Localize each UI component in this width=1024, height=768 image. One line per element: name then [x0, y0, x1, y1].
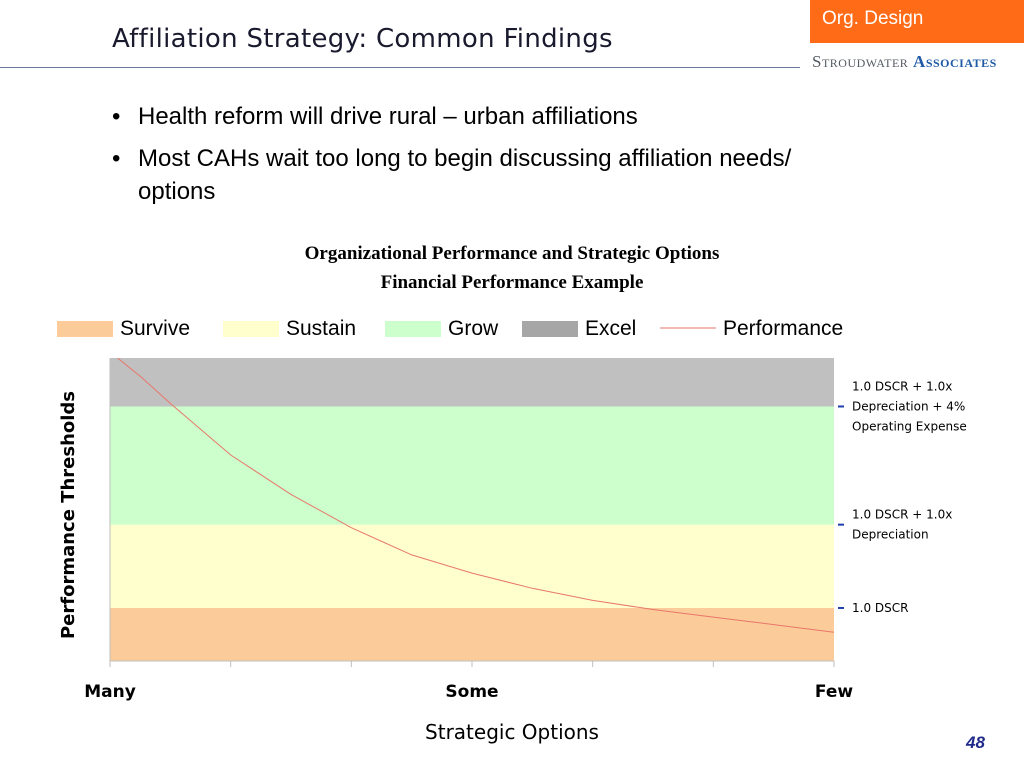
x-tick-label-few: Few	[815, 682, 853, 702]
legend-label-grow: Grow	[448, 317, 499, 340]
x-tick-label-some: Some	[445, 682, 498, 702]
page-number: 48	[966, 733, 985, 752]
bullet-dot-icon: •	[112, 145, 121, 172]
chart-title: Organizational Performance and Strategic…	[305, 243, 720, 264]
threshold-label: Operating Expense	[852, 419, 967, 433]
threshold-label: 1.0 DSCR + 1.0x	[852, 508, 952, 522]
series-line-performance	[116, 358, 834, 633]
threshold-label: Depreciation	[852, 528, 929, 542]
title-divider	[0, 67, 800, 68]
bullet-list: • Health reform will drive rural – urban…	[112, 100, 852, 217]
bullet-text: Health reform will drive rural – urban a…	[138, 103, 638, 130]
band-grow	[110, 406, 834, 525]
legend-label-performance: Performance	[723, 317, 843, 340]
legend-swatch-grow	[385, 321, 441, 337]
bullet-item: • Health reform will drive rural – urban…	[112, 100, 852, 133]
chart-legend: Survive Sustain Grow Excel Performance	[57, 317, 843, 340]
legend-label-excel: Excel	[585, 317, 636, 340]
legend-label-survive: Survive	[120, 317, 190, 340]
threshold-label: Depreciation + 4%	[852, 399, 965, 413]
y-axis-label: Performance Thresholds	[58, 391, 79, 639]
bullet-text: Most CAHs wait too long to begin discuss…	[138, 145, 792, 205]
bullet-dot-icon: •	[112, 103, 121, 130]
logo-word-2: Associates	[913, 52, 997, 71]
band-excel	[110, 358, 834, 407]
threshold-bands	[110, 358, 834, 661]
band-sustain	[110, 524, 834, 608]
legend-label-sustain: Sustain	[286, 317, 356, 340]
bullet-item: • Most CAHs wait too long to begin discu…	[112, 142, 852, 208]
performance-chart: Organizational Performance and Strategic…	[57, 243, 967, 744]
legend-swatch-excel	[522, 321, 578, 337]
section-tag: Org. Design	[810, 0, 1024, 43]
band-survive	[110, 607, 834, 661]
chart-subtitle: Financial Performance Example	[381, 272, 644, 293]
logo-word-1: Stroudwater	[812, 52, 909, 71]
series-group	[116, 358, 834, 633]
slide-title: Affiliation Strategy: Common Findings	[112, 24, 613, 54]
threshold-label: 1.0 DSCR + 1.0x	[852, 379, 952, 393]
company-logo: Stroudwater Associates	[812, 52, 997, 72]
legend-swatch-survive	[57, 321, 113, 337]
legend-swatch-sustain	[223, 321, 279, 337]
x-tick-label-many: Many	[84, 682, 136, 702]
x-axis-label: Strategic Options	[425, 720, 599, 744]
chart-axes: Many Some Few	[84, 358, 853, 702]
threshold-labels: 1.0 DSCR + 1.0x Depreciation + 4% Operatin…	[838, 379, 967, 615]
threshold-label: 1.0 DSCR	[852, 601, 908, 615]
